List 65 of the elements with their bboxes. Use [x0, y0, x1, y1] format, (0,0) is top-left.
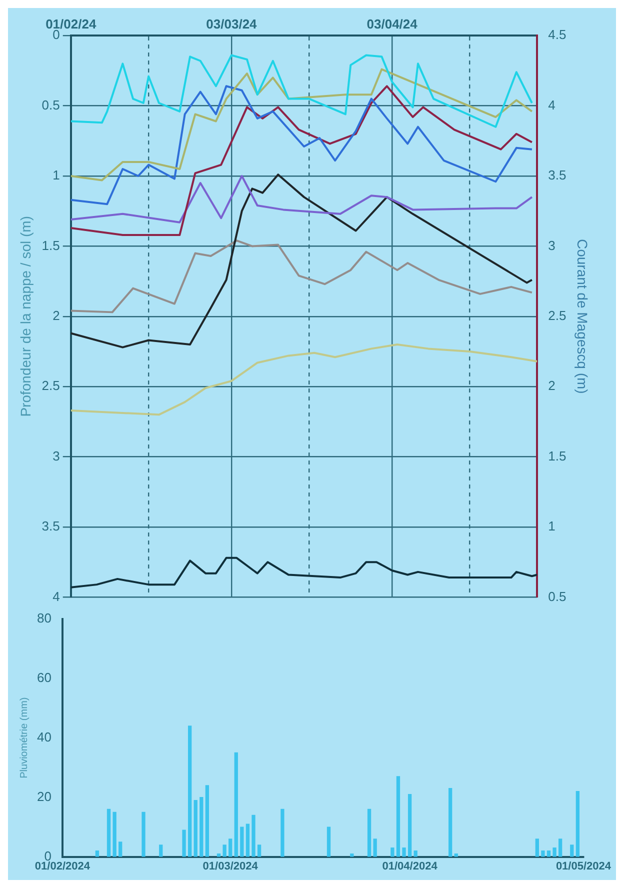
y-tick-label: 2.5 [42, 378, 60, 394]
y-tick-label: 0.5 [42, 97, 60, 112]
y2-tick-label: 4.5 [548, 27, 566, 42]
y2-axis-title: Courant de Magescq (m) [574, 238, 591, 394]
y-tick-label: 60 [36, 670, 52, 685]
bar [576, 791, 580, 857]
y2-tick-label: 3.5 [548, 168, 566, 183]
bar [408, 794, 412, 857]
x-tick-label: 03/03/24 [206, 16, 258, 32]
y-tick-label: 1 [52, 168, 60, 183]
bar [106, 808, 111, 857]
bar [95, 850, 100, 857]
bar [200, 796, 204, 857]
bar [252, 814, 256, 857]
x-tick-label: 01/02/2024 [34, 860, 91, 872]
bar [373, 838, 377, 857]
y-tick-label: 3.5 [42, 518, 60, 534]
y-tick-label: 3 [52, 448, 60, 464]
bar [541, 850, 545, 857]
bar [142, 812, 146, 857]
y-tick-label: 4 [52, 588, 60, 604]
bar [402, 848, 406, 857]
y2-tick-label: 2 [548, 378, 556, 394]
bar [414, 850, 418, 857]
y-tick-label: 40 [36, 729, 52, 744]
bar [205, 785, 210, 857]
bar [558, 838, 562, 857]
y-tick-label: 20 [36, 788, 52, 804]
x-tick-label: 01/04/2024 [382, 860, 438, 872]
bar [112, 812, 116, 857]
bar [246, 824, 250, 857]
bar [222, 844, 226, 857]
x-tick-label: 01/05/2024 [556, 860, 612, 872]
bar [234, 752, 238, 857]
bar [396, 776, 400, 857]
y-tick-label: 1.5 [42, 238, 60, 253]
y2-tick-label: 4 [548, 97, 556, 112]
bar [118, 842, 122, 857]
y2-tick-label: 1 [548, 518, 556, 534]
bar [326, 826, 331, 857]
y2-tick-label: 3 [548, 238, 556, 253]
bar [546, 850, 551, 857]
bar [367, 808, 372, 857]
bar [280, 808, 284, 857]
x-tick-label: 01/03/2024 [202, 860, 259, 872]
bar [552, 848, 556, 857]
y2-tick-label: 2.5 [548, 308, 566, 323]
y-axis-title: Profondeur de la nappe / sol (m) [17, 216, 34, 417]
bar [194, 800, 198, 857]
bar [159, 844, 163, 857]
x-tick-label: 03/04/24 [366, 16, 418, 32]
y-tick-label: 2 [52, 308, 60, 323]
bar [570, 844, 574, 857]
y-tick-label: 80 [36, 610, 52, 626]
bar [188, 726, 192, 857]
bar [257, 844, 262, 857]
bar [182, 830, 186, 857]
bar [448, 788, 452, 857]
bar [228, 838, 232, 857]
bar [390, 848, 394, 857]
y-axis-title: Pluviométrie (mm) [18, 697, 30, 778]
y2-tick-label: 0.5 [548, 588, 566, 604]
y2-tick-label: 1.5 [548, 448, 566, 464]
bar [240, 826, 244, 857]
bar [535, 838, 539, 857]
